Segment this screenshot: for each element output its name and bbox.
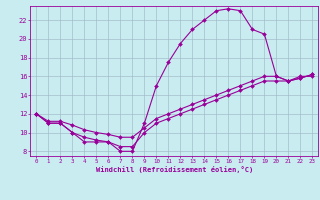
X-axis label: Windchill (Refroidissement éolien,°C): Windchill (Refroidissement éolien,°C): [96, 166, 253, 173]
